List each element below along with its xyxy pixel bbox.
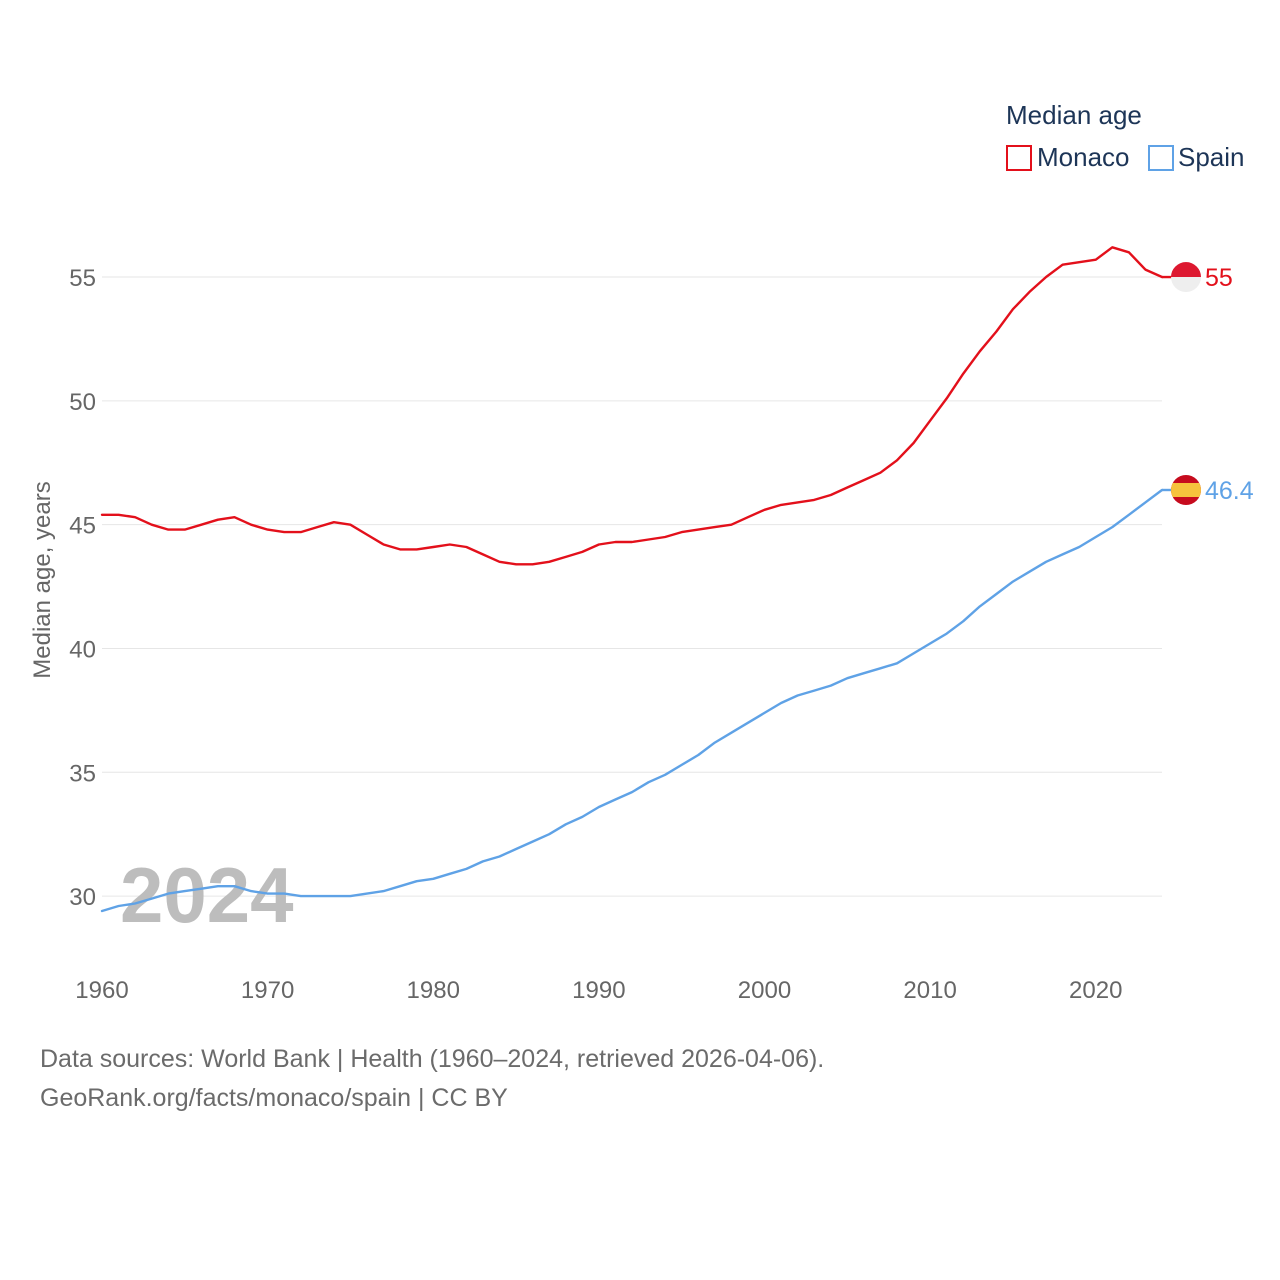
legend-item-spain[interactable]: Spain (1148, 142, 1245, 172)
legend: Median age Monaco Spain (1006, 100, 1245, 172)
end-label-monaco: 55 (1205, 264, 1233, 292)
end-markers: 55 46.4 (1162, 262, 1254, 505)
y-tick-label: 35 (69, 760, 96, 787)
series-line-monaco (100, 246, 1164, 566)
y-tick-label: 40 (69, 636, 96, 663)
x-tick-label: 2020 (1069, 977, 1122, 1004)
legend-swatch-spain (1148, 145, 1174, 171)
x-tick-label: 1970 (241, 977, 294, 1004)
year-watermark: 2024 (120, 851, 294, 939)
legend-item-monaco[interactable]: Monaco (1006, 142, 1130, 172)
x-tick-label: 1960 (75, 977, 128, 1004)
legend-label-spain: Spain (1178, 142, 1245, 172)
footer-sources: Data sources: World Bank | Health (1960–… (40, 1045, 825, 1073)
x-tick-label: 1980 (407, 977, 460, 1004)
spain-flag-icon (1171, 475, 1201, 505)
monaco-flag-icon (1171, 262, 1201, 293)
legend-label-monaco: Monaco (1037, 142, 1130, 172)
legend-swatch-monaco (1006, 145, 1032, 171)
end-label-spain: 46.4 (1205, 477, 1254, 505)
grid-lines (102, 276, 1162, 897)
median-age-chart: 30 35 40 45 50 55 1960 1970 1980 1990 2000 2010 202… (29, 100, 1254, 1004)
x-tick-label: 1990 (572, 977, 625, 1004)
x-axis-ticks: 1960 1970 1980 1990 2000 2010 2020 (75, 977, 1122, 1004)
y-tick-label: 55 (69, 265, 96, 292)
footer-attribution: GeoRank.org/facts/monaco/spain | CC BY (40, 1084, 508, 1112)
y-tick-label: 50 (69, 389, 96, 416)
legend-title: Median age (1006, 100, 1142, 130)
y-tick-label: 30 (69, 884, 96, 911)
x-tick-label: 2010 (903, 977, 956, 1004)
y-axis-ticks: 30 35 40 45 50 55 (69, 265, 96, 911)
series-line-spain (100, 488, 1164, 913)
y-axis-label: Median age, years (29, 481, 56, 678)
x-tick-label: 2000 (738, 977, 791, 1004)
y-tick-label: 45 (69, 513, 96, 540)
series-lines (100, 246, 1164, 913)
